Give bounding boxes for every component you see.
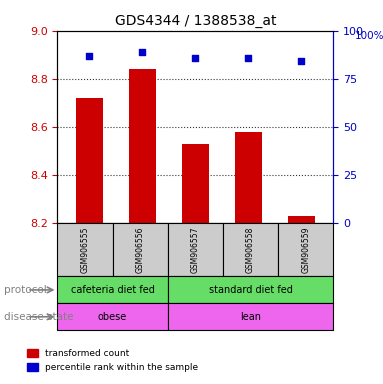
Point (86, 53, 92, 59)
Point (245, 55, 251, 61)
Bar (288, 215, 315, 223)
FancyBboxPatch shape (57, 223, 113, 276)
Text: GSM906559: GSM906559 (301, 226, 310, 273)
Text: GSM906557: GSM906557 (191, 226, 200, 273)
Text: lean: lean (240, 312, 261, 322)
FancyBboxPatch shape (168, 223, 223, 276)
FancyBboxPatch shape (278, 223, 333, 276)
Point (139, 49, 146, 55)
FancyBboxPatch shape (168, 303, 333, 330)
Text: standard diet fed: standard diet fed (209, 285, 292, 295)
Title: GDS4344 / 1388538_at: GDS4344 / 1388538_at (115, 14, 276, 28)
Bar (76, 98, 103, 223)
Text: disease state: disease state (4, 312, 73, 322)
FancyBboxPatch shape (57, 276, 168, 303)
Bar (182, 144, 209, 223)
Text: obese: obese (98, 312, 127, 322)
Legend: transformed count, percentile rank within the sample: transformed count, percentile rank withi… (24, 346, 202, 376)
Text: protocol: protocol (4, 285, 47, 295)
FancyBboxPatch shape (223, 223, 278, 276)
FancyBboxPatch shape (168, 276, 333, 303)
FancyBboxPatch shape (57, 303, 168, 330)
Text: GSM906558: GSM906558 (246, 227, 255, 273)
Text: 100%: 100% (355, 31, 383, 41)
Text: GSM906555: GSM906555 (80, 226, 90, 273)
FancyBboxPatch shape (113, 223, 168, 276)
Text: cafeteria diet fed: cafeteria diet fed (71, 285, 154, 295)
Point (192, 55, 198, 61)
Text: GSM906556: GSM906556 (136, 226, 145, 273)
Point (298, 58, 304, 65)
Bar (129, 69, 155, 223)
Bar (235, 131, 262, 223)
